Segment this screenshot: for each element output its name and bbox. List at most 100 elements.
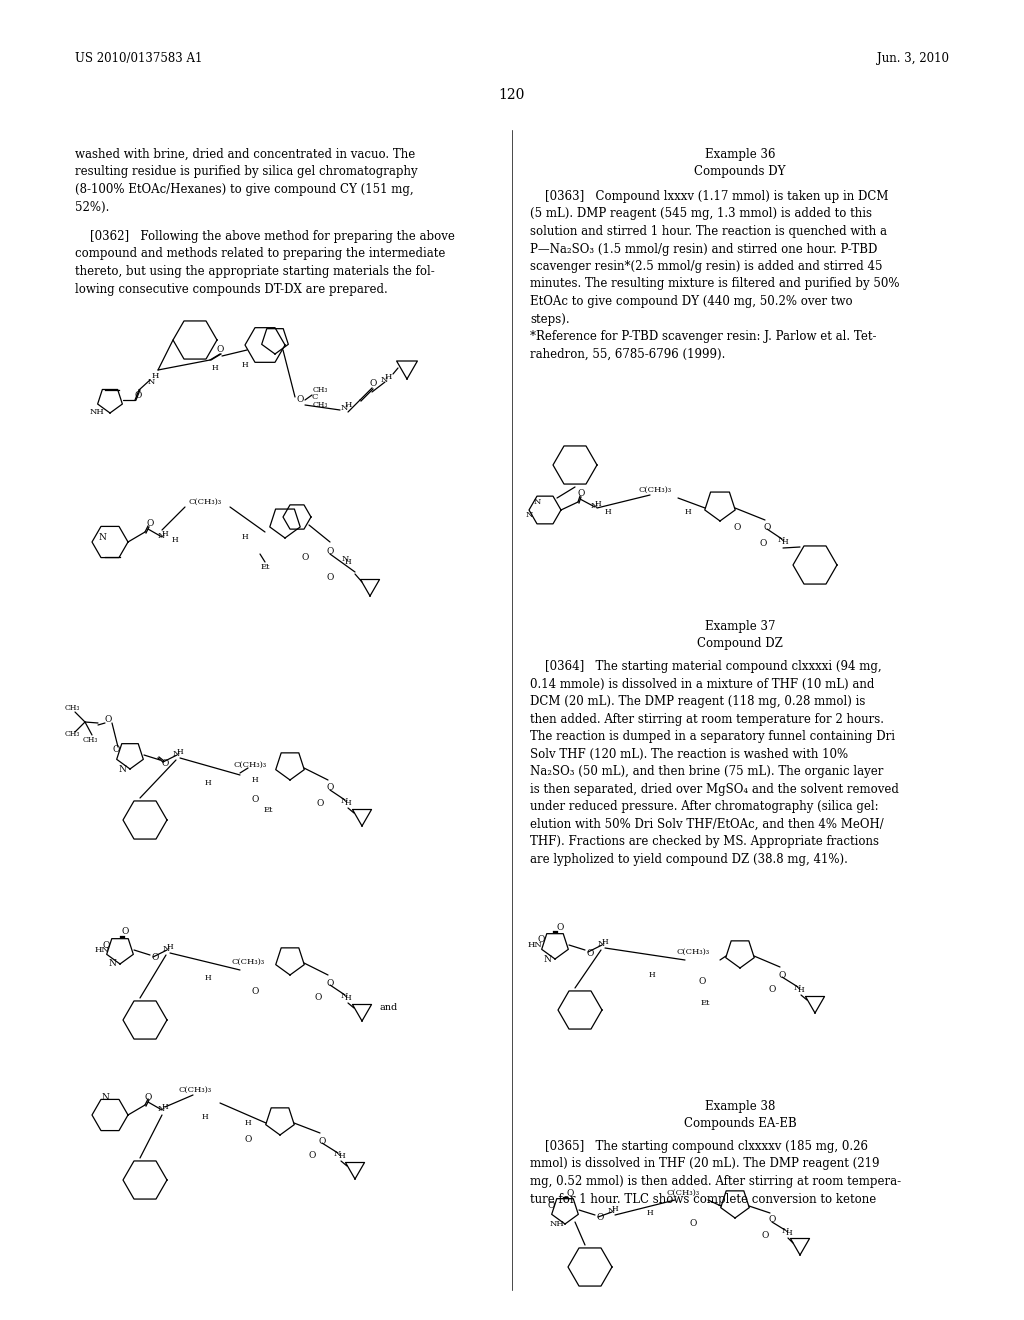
Text: H: H bbox=[345, 558, 351, 566]
Text: Jun. 3, 2010: Jun. 3, 2010 bbox=[877, 51, 949, 65]
Text: H: H bbox=[648, 972, 655, 979]
Text: washed with brine, dried and concentrated in vacuo. The
resulting residue is pur: washed with brine, dried and concentrate… bbox=[75, 148, 418, 214]
Text: N: N bbox=[158, 532, 165, 540]
Text: O: O bbox=[308, 1151, 315, 1159]
Text: [0362]   Following the above method for preparing the above
compound and methods: [0362] Following the above method for pr… bbox=[75, 230, 455, 296]
Text: H: H bbox=[339, 1152, 345, 1160]
Text: Example 36: Example 36 bbox=[705, 148, 775, 161]
Text: O: O bbox=[327, 978, 334, 987]
Text: H: H bbox=[685, 508, 691, 516]
Text: H: H bbox=[167, 942, 173, 950]
Text: N: N bbox=[534, 498, 541, 506]
Text: H: H bbox=[785, 1229, 793, 1237]
Text: O: O bbox=[216, 346, 223, 355]
Text: H: H bbox=[152, 372, 159, 380]
Text: H: H bbox=[205, 779, 211, 787]
Text: H: H bbox=[384, 374, 392, 381]
Text: CH₃: CH₃ bbox=[65, 704, 80, 711]
Text: [0365]   The starting compound clxxxxv (185 mg, 0.26
mmol) is dissolved in THF (: [0365] The starting compound clxxxxv (18… bbox=[530, 1140, 901, 1205]
Text: N: N bbox=[334, 1150, 341, 1158]
Text: N: N bbox=[525, 511, 532, 519]
Text: Et: Et bbox=[260, 564, 269, 572]
Text: O: O bbox=[768, 986, 776, 994]
Text: N: N bbox=[172, 750, 179, 758]
Text: C(CH₃)₃: C(CH₃)₃ bbox=[188, 498, 221, 506]
Text: H: H bbox=[202, 1113, 208, 1121]
Text: O: O bbox=[763, 523, 771, 532]
Text: O: O bbox=[327, 548, 334, 557]
Text: O: O bbox=[251, 796, 259, 804]
Text: N: N bbox=[607, 1206, 614, 1214]
Text: H: H bbox=[595, 500, 601, 508]
Text: H: H bbox=[242, 533, 248, 541]
Text: H: H bbox=[252, 776, 258, 784]
Text: C(CH₃)₃: C(CH₃)₃ bbox=[231, 958, 264, 966]
Text: O: O bbox=[556, 924, 563, 932]
Text: Compounds DY: Compounds DY bbox=[694, 165, 785, 178]
Text: O: O bbox=[301, 553, 308, 561]
Text: O: O bbox=[134, 391, 141, 400]
Text: N: N bbox=[597, 940, 605, 948]
Text: N: N bbox=[163, 945, 170, 953]
Text: and: and bbox=[380, 1003, 398, 1012]
Text: N: N bbox=[101, 1093, 109, 1101]
Text: N: N bbox=[794, 983, 801, 993]
Text: O: O bbox=[547, 1200, 555, 1209]
Text: H: H bbox=[212, 364, 218, 372]
Text: N: N bbox=[777, 536, 784, 544]
Text: N: N bbox=[781, 1228, 788, 1236]
Text: O: O bbox=[144, 1093, 152, 1101]
Text: C(CH₃)₃: C(CH₃)₃ bbox=[638, 486, 672, 494]
Text: O: O bbox=[113, 746, 120, 755]
Text: H: H bbox=[611, 1205, 618, 1213]
Text: HN: HN bbox=[94, 946, 110, 954]
Text: C(CH₃)₃: C(CH₃)₃ bbox=[667, 1189, 699, 1197]
Text: O: O bbox=[327, 573, 334, 582]
Text: Compound DZ: Compound DZ bbox=[697, 638, 783, 649]
Text: O: O bbox=[596, 1213, 604, 1222]
Text: O: O bbox=[327, 784, 334, 792]
Text: O: O bbox=[318, 1137, 326, 1146]
Text: [0364]   The starting material compound clxxxxi (94 mg,
0.14 mmole) is dissolved: [0364] The starting material compound cl… bbox=[530, 660, 899, 866]
Text: O: O bbox=[102, 940, 110, 949]
Text: O: O bbox=[761, 1230, 769, 1239]
Text: CH₃: CH₃ bbox=[65, 730, 80, 738]
Text: Et: Et bbox=[700, 999, 710, 1007]
Text: O: O bbox=[245, 1135, 252, 1144]
Text: N: N bbox=[590, 502, 598, 510]
Text: H: H bbox=[602, 939, 608, 946]
Text: 120: 120 bbox=[499, 88, 525, 102]
Text: H: H bbox=[242, 360, 248, 370]
Text: O: O bbox=[251, 987, 259, 997]
Text: US 2010/0137583 A1: US 2010/0137583 A1 bbox=[75, 51, 203, 65]
Text: O: O bbox=[146, 520, 154, 528]
Text: O: O bbox=[698, 978, 706, 986]
Text: O: O bbox=[314, 994, 322, 1002]
Text: O: O bbox=[733, 524, 740, 532]
Text: O: O bbox=[778, 970, 785, 979]
Text: C: C bbox=[312, 393, 318, 401]
Text: O: O bbox=[760, 539, 767, 548]
Text: C(CH₃)₃: C(CH₃)₃ bbox=[677, 948, 710, 956]
Text: Example 37: Example 37 bbox=[705, 620, 775, 634]
Text: H: H bbox=[172, 536, 178, 544]
Text: Et: Et bbox=[263, 807, 272, 814]
Text: N: N bbox=[543, 954, 551, 964]
Text: O: O bbox=[587, 949, 594, 957]
Text: N: N bbox=[340, 797, 348, 805]
Text: H: H bbox=[245, 1119, 251, 1127]
Text: CH₃: CH₃ bbox=[82, 737, 97, 744]
Text: H: H bbox=[605, 508, 611, 516]
Text: N: N bbox=[380, 376, 388, 384]
Text: O: O bbox=[689, 1218, 696, 1228]
Text: O: O bbox=[538, 936, 545, 945]
Text: CH₃: CH₃ bbox=[312, 401, 328, 409]
Text: N: N bbox=[98, 532, 105, 541]
Text: H: H bbox=[781, 539, 788, 546]
Text: H: H bbox=[345, 994, 351, 1002]
Text: C(CH₃)₃: C(CH₃)₃ bbox=[233, 762, 266, 770]
Text: N: N bbox=[341, 554, 349, 564]
Text: C(CH₃)₃: C(CH₃)₃ bbox=[178, 1086, 212, 1094]
Text: Compounds EA-EB: Compounds EA-EB bbox=[684, 1117, 797, 1130]
Text: [0363]   Compound lxxxv (1.17 mmol) is taken up in DCM
(5 mL). DMP reagent (545 : [0363] Compound lxxxv (1.17 mmol) is tak… bbox=[530, 190, 899, 360]
